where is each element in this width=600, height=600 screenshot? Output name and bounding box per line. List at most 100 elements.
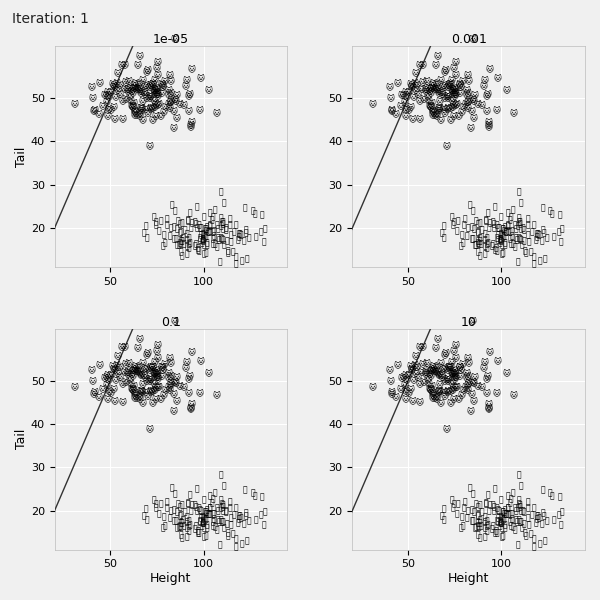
Text: 🐶: 🐶	[556, 227, 561, 236]
Text: 🐶: 🐶	[512, 525, 517, 534]
Text: 🐶: 🐶	[180, 251, 184, 260]
Text: 🐶: 🐶	[178, 247, 183, 256]
Text: 🐱: 🐱	[145, 143, 154, 152]
Text: 🐱: 🐱	[450, 367, 458, 376]
Text: 🐱: 🐱	[416, 61, 424, 70]
Text: 🐱: 🐱	[419, 379, 428, 388]
Text: 🐶: 🐶	[535, 229, 539, 238]
Text: 🐶: 🐶	[441, 221, 446, 230]
Text: 🐱: 🐱	[166, 98, 175, 107]
Text: 🐶: 🐶	[498, 517, 503, 526]
Text: 🐶: 🐶	[506, 509, 511, 518]
Text: 🐶: 🐶	[211, 495, 215, 504]
Text: 🐶: 🐶	[493, 245, 497, 254]
Text: 🐶: 🐶	[482, 524, 487, 533]
Text: 🐶: 🐶	[479, 522, 484, 531]
Text: 🐱: 🐱	[149, 80, 157, 89]
Text: 🐱: 🐱	[143, 69, 151, 78]
Text: 🐱: 🐱	[129, 103, 137, 112]
Text: 🐶: 🐶	[200, 235, 205, 244]
Text: 🐶: 🐶	[244, 511, 248, 520]
Text: 🐶: 🐶	[239, 256, 244, 265]
Text: 🐶: 🐶	[221, 506, 226, 515]
Text: 🐱: 🐱	[99, 103, 107, 112]
Text: 🐶: 🐶	[488, 500, 493, 509]
Text: 🐶: 🐶	[208, 503, 212, 512]
Text: 🐱: 🐱	[428, 82, 436, 91]
X-axis label: Height: Height	[448, 572, 490, 585]
Text: 🐶: 🐶	[180, 233, 185, 242]
Text: 🐱: 🐱	[187, 401, 196, 410]
Text: 🐱: 🐱	[444, 92, 452, 101]
Text: 🐶: 🐶	[250, 206, 255, 215]
Text: 🐶: 🐶	[508, 499, 512, 508]
Text: 🐶: 🐶	[190, 218, 194, 227]
Text: 🐱: 🐱	[130, 84, 137, 93]
Text: 🐶: 🐶	[220, 218, 225, 227]
Text: 🐶: 🐶	[179, 218, 184, 227]
Text: 🐱: 🐱	[127, 97, 135, 106]
Text: 🐱: 🐱	[463, 91, 470, 100]
Text: 🐱: 🐱	[412, 352, 420, 361]
Text: 🐱: 🐱	[107, 389, 115, 398]
Text: 🐱: 🐱	[467, 124, 475, 133]
Text: 🐶: 🐶	[510, 239, 515, 248]
Text: 🐱: 🐱	[449, 88, 457, 97]
Text: 🐱: 🐱	[428, 389, 437, 398]
Text: 🐱: 🐱	[464, 77, 472, 86]
Text: 🐶: 🐶	[512, 242, 517, 251]
Text: 🐱: 🐱	[451, 368, 458, 377]
Text: 🐱: 🐱	[473, 100, 481, 109]
Text: 🐶: 🐶	[170, 201, 175, 210]
Text: 🐱: 🐱	[494, 357, 502, 366]
Text: 🐶: 🐶	[505, 221, 510, 230]
Text: 🐱: 🐱	[432, 363, 440, 372]
Text: 🐱: 🐱	[149, 369, 158, 378]
Text: 🐱: 🐱	[151, 371, 159, 380]
Text: 🐱: 🐱	[444, 387, 452, 396]
Text: 🐱: 🐱	[427, 84, 436, 93]
Text: 🐱: 🐱	[125, 92, 134, 101]
Text: 🐶: 🐶	[204, 231, 209, 240]
Text: 🐶: 🐶	[187, 521, 191, 530]
Text: 🐱: 🐱	[153, 373, 161, 382]
Text: 🐱: 🐱	[134, 80, 143, 89]
Title: 0.1: 0.1	[161, 316, 181, 329]
Text: 🐶: 🐶	[451, 500, 456, 509]
Text: 🐶: 🐶	[195, 202, 200, 211]
Text: 🐶: 🐶	[172, 223, 176, 232]
Text: 🐱: 🐱	[124, 368, 132, 377]
Text: 🐱: 🐱	[485, 406, 493, 415]
Text: 🐱: 🐱	[147, 364, 155, 373]
Text: 🐶: 🐶	[243, 508, 248, 517]
Text: 🐶: 🐶	[454, 227, 459, 236]
Text: 🐱: 🐱	[413, 81, 421, 90]
Text: 🐱: 🐱	[418, 368, 426, 377]
Text: 🐶: 🐶	[161, 524, 166, 533]
Text: 🐶: 🐶	[185, 498, 190, 507]
Text: 🐱: 🐱	[185, 389, 193, 398]
Text: 🐱: 🐱	[455, 373, 463, 382]
Text: 🐱: 🐱	[493, 106, 501, 115]
Text: 🐶: 🐶	[179, 500, 184, 509]
Text: 🐱: 🐱	[157, 395, 165, 404]
Text: 🐶: 🐶	[540, 485, 545, 494]
Text: 🐶: 🐶	[480, 225, 485, 234]
Text: 🐶: 🐶	[167, 231, 172, 240]
Text: 🐱: 🐱	[120, 368, 128, 377]
Text: 🐶: 🐶	[157, 509, 161, 518]
Text: 🐱: 🐱	[188, 348, 196, 357]
Text: 🐱: 🐱	[446, 363, 454, 372]
Text: 🐶: 🐶	[253, 491, 257, 500]
Text: 🐶: 🐶	[535, 229, 540, 238]
Text: 🐱: 🐱	[188, 65, 196, 74]
Text: 🐱: 🐱	[458, 77, 467, 86]
Text: 🐶: 🐶	[144, 516, 149, 525]
Text: 🐶: 🐶	[499, 235, 503, 244]
Text: 🐶: 🐶	[518, 517, 522, 526]
Text: 🐱: 🐱	[143, 110, 151, 119]
Text: 🐶: 🐶	[194, 506, 199, 515]
Text: 🐱: 🐱	[450, 84, 458, 93]
Text: 🐶: 🐶	[517, 233, 521, 242]
Text: 🐶: 🐶	[559, 520, 563, 529]
